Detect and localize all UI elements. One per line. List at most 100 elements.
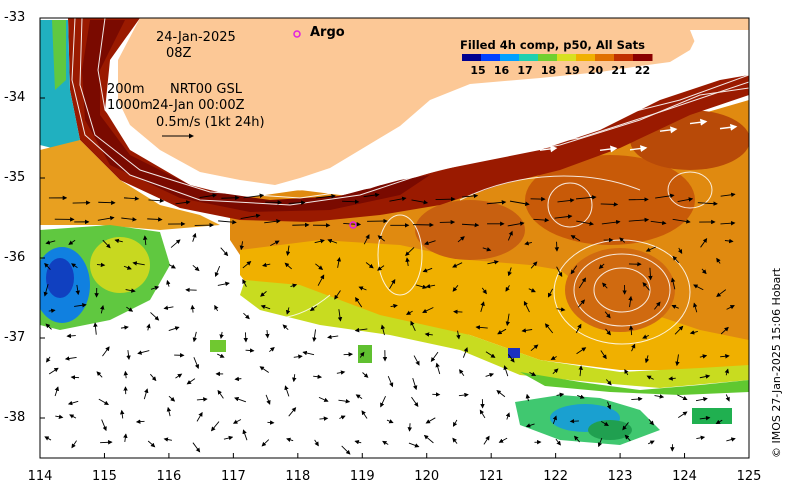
- current-arrow: [314, 239, 325, 244]
- current-arrow: [355, 297, 363, 308]
- current-arrow: [628, 217, 650, 223]
- current-arrow: [74, 303, 87, 308]
- colorbar-swatch: [538, 54, 558, 61]
- current-arrow: [170, 239, 181, 248]
- current-arrow: [239, 241, 245, 251]
- current-arrow: [240, 213, 261, 219]
- current-arrow: [576, 347, 587, 355]
- current-arrow: [423, 434, 434, 444]
- current-arrow: [168, 326, 180, 331]
- current-arrow: [412, 377, 418, 391]
- current-arrow: [556, 392, 565, 398]
- current-arrow: [699, 415, 711, 421]
- current-arrow: [554, 214, 573, 219]
- current-arrow: [485, 351, 496, 358]
- current-arrow: [150, 285, 160, 291]
- current-arrow: [221, 195, 240, 201]
- argo-legend-marker: [293, 30, 301, 38]
- patch: [358, 345, 372, 363]
- current-arrow: [544, 323, 554, 334]
- current-arrow: [100, 304, 105, 314]
- current-arrow: [45, 323, 52, 330]
- current-arrow: [672, 255, 680, 264]
- current-arrow: [265, 394, 271, 405]
- current-arrow: [523, 300, 530, 313]
- colorbar-swatch: [633, 54, 653, 61]
- current-arrow: [267, 420, 275, 425]
- yellow-green-band: [240, 280, 749, 388]
- current-arrow: [380, 324, 386, 336]
- current-arrow: [456, 330, 461, 340]
- current-arrow: [720, 353, 730, 359]
- current-arrow: [260, 291, 267, 297]
- yellow-orange-region: [240, 240, 749, 370]
- current-arrow: [186, 378, 196, 385]
- current-arrow: [265, 330, 270, 339]
- current-arrow: [67, 400, 79, 406]
- current-arrow: [196, 411, 203, 422]
- colorbar-tick: 15: [470, 64, 486, 77]
- colorbar-tick: 21: [611, 64, 627, 77]
- current-arrow: [98, 200, 116, 205]
- argo-float-marker[interactable]: [349, 221, 357, 229]
- current-arrow-fast: [569, 123, 588, 131]
- current-arrow: [557, 198, 575, 203]
- current-arrow: [147, 217, 163, 222]
- current-arrow: [507, 354, 515, 363]
- green-patches: [520, 372, 749, 395]
- current-arrow: [725, 394, 730, 402]
- current-arrow: [93, 322, 98, 335]
- current-arrow: [507, 221, 525, 227]
- current-arrow: [143, 235, 148, 246]
- current-arrow: [309, 305, 317, 312]
- current-arrow: [430, 351, 439, 362]
- model-time-label: 24-Jan 00:00Z: [152, 98, 245, 113]
- west-shelf-green: [52, 20, 66, 90]
- current-arrow: [302, 350, 315, 356]
- current-arrow: [405, 247, 415, 257]
- current-arrow: [192, 232, 197, 242]
- colorbar-swatch: [500, 54, 520, 61]
- current-arrow: [601, 219, 621, 225]
- current-arrow: [361, 410, 368, 419]
- current-arrow: [422, 307, 434, 313]
- current-arrow: [362, 372, 369, 378]
- current-arrow: [336, 256, 342, 268]
- current-arrow: [530, 261, 538, 269]
- colorbar-swatch: [481, 54, 501, 61]
- lon-tick-label: 120: [414, 469, 440, 484]
- current-arrow: [355, 394, 363, 399]
- current-arrow: [461, 193, 479, 199]
- current-arrow: [425, 417, 436, 424]
- current-arrow: [269, 346, 275, 353]
- current-arrow: [123, 370, 129, 379]
- lat-tick-label: -37: [4, 330, 26, 345]
- current-arrow: [282, 324, 289, 331]
- current-arrow: [487, 260, 499, 265]
- current-arrow: [71, 440, 77, 449]
- current-arrow-fast: [509, 137, 528, 145]
- current-arrow: [496, 390, 506, 398]
- cold-core-west-inner: [46, 258, 74, 298]
- lat-tick-label: -35: [4, 170, 26, 185]
- current-arrow: [720, 192, 736, 197]
- current-arrow: [671, 304, 679, 309]
- contour-200-label: 200m: [107, 82, 145, 97]
- current-arrow: [243, 193, 265, 199]
- current-arrow: [646, 375, 654, 380]
- current-arrow: [261, 439, 270, 447]
- current-arrow: [285, 307, 291, 315]
- current-arrow: [175, 200, 191, 205]
- lon-tick-label: 123: [607, 469, 633, 484]
- current-arrow: [293, 354, 303, 359]
- lon-tick-label: 116: [156, 469, 182, 484]
- current-vectors: [43, 118, 738, 455]
- current-arrow: [137, 350, 150, 355]
- current-arrow: [483, 435, 490, 445]
- current-arrow: [126, 306, 134, 312]
- current-arrow: [631, 396, 643, 402]
- current-arrow: [147, 440, 156, 448]
- colorbar-tick: 17: [517, 64, 533, 77]
- current-arrow: [214, 304, 219, 312]
- current-arrow: [479, 409, 486, 419]
